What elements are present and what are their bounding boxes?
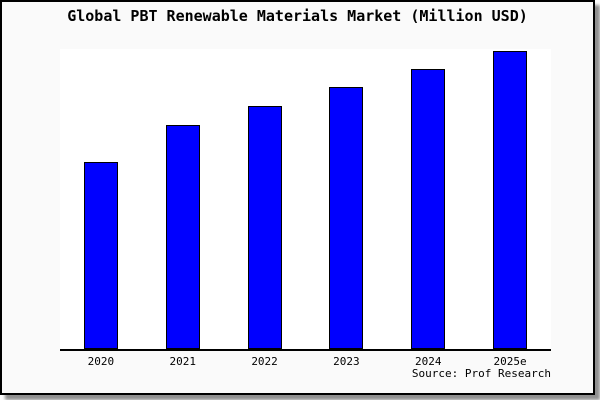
bar-2025e: [493, 51, 528, 349]
plot-area: [60, 49, 551, 351]
x-tick-2021: 2021: [169, 355, 196, 368]
x-tick-2025e: 2025e: [493, 355, 527, 368]
x-tick-2024: 2024: [414, 355, 442, 368]
x-tick-2020: 2020: [87, 355, 115, 368]
bar-2021: [165, 125, 200, 349]
x-tick-2023: 2023: [333, 355, 360, 368]
x-tick-2022: 2022: [251, 355, 278, 368]
bar-2022: [247, 106, 282, 349]
bar-2024: [411, 69, 446, 349]
x-axis-line: [60, 349, 551, 351]
source-note: Source: Prof Research: [411, 367, 551, 380]
chart-title: Global PBT Renewable Materials Market (M…: [67, 7, 528, 25]
bar-2023: [329, 87, 364, 349]
bar-2020: [83, 162, 118, 349]
chart-frame: Global PBT Renewable Materials Market (M…: [0, 0, 595, 395]
x-axis-labels: 2020 2021 2022 2023 2024 2025e: [60, 355, 551, 370]
